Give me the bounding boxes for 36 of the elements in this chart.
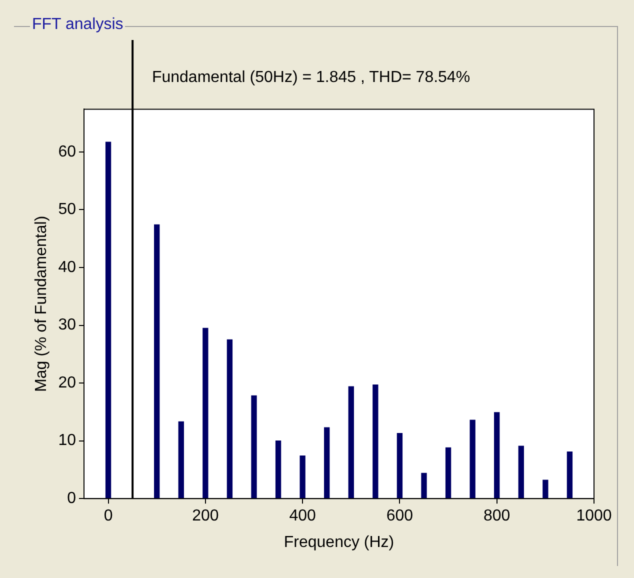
bar <box>396 432 403 498</box>
bar <box>566 451 573 498</box>
bar <box>470 420 476 498</box>
bar <box>494 412 500 498</box>
bar <box>226 339 233 498</box>
bar <box>105 142 112 498</box>
bar <box>324 427 330 498</box>
x-tick-label: 800 <box>484 508 510 525</box>
x-axis-title: Frequency (Hz) <box>284 534 394 551</box>
bar <box>518 446 524 498</box>
bar <box>154 224 160 498</box>
bar <box>275 440 282 498</box>
y-tick-label: 60 <box>58 143 76 160</box>
x-tick-label: 200 <box>192 508 219 525</box>
y-axis-title: Mag (% of Fundamental) <box>33 216 50 392</box>
chart-title: FFT analysis <box>30 16 126 34</box>
y-tick-label: 20 <box>58 374 76 392</box>
x-tick-label: 0 <box>104 508 113 525</box>
bar <box>300 456 306 498</box>
chart-subtitle: Fundamental (50Hz) = 1.845 , THD= 78.54% <box>152 69 470 86</box>
bar <box>372 384 378 498</box>
bar <box>421 472 427 498</box>
bar <box>202 328 208 498</box>
y-tick-label: 40 <box>58 258 76 276</box>
bar <box>445 447 452 498</box>
x-tick-label: 600 <box>386 508 414 525</box>
bar <box>251 395 257 498</box>
y-tick-label: 50 <box>58 201 76 218</box>
bar <box>542 480 548 498</box>
bar <box>178 421 184 498</box>
x-tick-label: 1000 <box>576 508 612 525</box>
y-tick-label: 10 <box>58 432 76 450</box>
bar <box>348 386 354 498</box>
x-tick-label: 400 <box>289 508 316 525</box>
y-tick-label: 30 <box>58 316 76 334</box>
y-tick-label: 0 <box>67 490 76 508</box>
